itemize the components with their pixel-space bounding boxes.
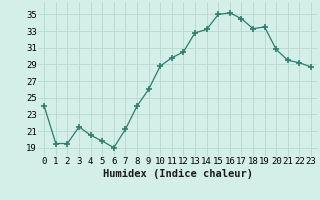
X-axis label: Humidex (Indice chaleur): Humidex (Indice chaleur) <box>103 169 252 179</box>
